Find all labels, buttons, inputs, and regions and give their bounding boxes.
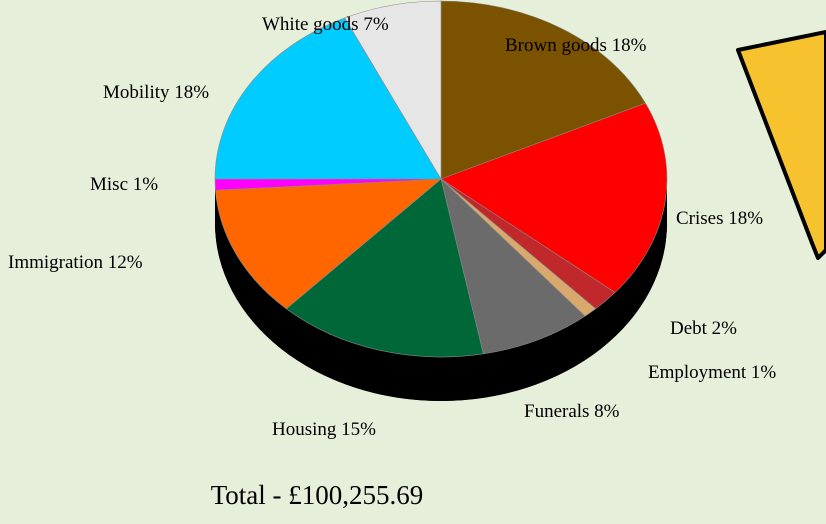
slice-label: White goods 7%: [262, 14, 389, 35]
pie-slice: [215, 178, 442, 310]
pie-side: [215, 179, 667, 401]
pie-slice: [214, 17, 442, 180]
slice-label: Crises 18%: [676, 208, 763, 229]
pie-slice: [440, 0, 646, 180]
pie-slice: [440, 102, 668, 293]
slice-label: Debt 2%: [670, 318, 737, 339]
slice-label: Misc 1%: [90, 174, 158, 195]
pie-slice: [440, 178, 586, 355]
pie-slices: [214, 0, 668, 358]
slice-label: Funerals 8%: [524, 401, 620, 422]
slice-label: Brown goods 18%: [505, 35, 647, 56]
total-amount: Total - £100,255.69: [210, 480, 424, 510]
callout-shape: [736, 30, 826, 260]
slice-label: Employment 1%: [648, 362, 776, 383]
pie-slice: [285, 178, 484, 358]
pie-labels: Brown goods 18% Crises 18% Debt 2% Employme…: [8, 14, 776, 440]
slice-label: Mobility 18%: [103, 82, 209, 103]
pie-slice: [344, 0, 442, 181]
slice-label: Immigration 12%: [8, 252, 143, 273]
slice-label: Housing 15%: [272, 419, 376, 440]
